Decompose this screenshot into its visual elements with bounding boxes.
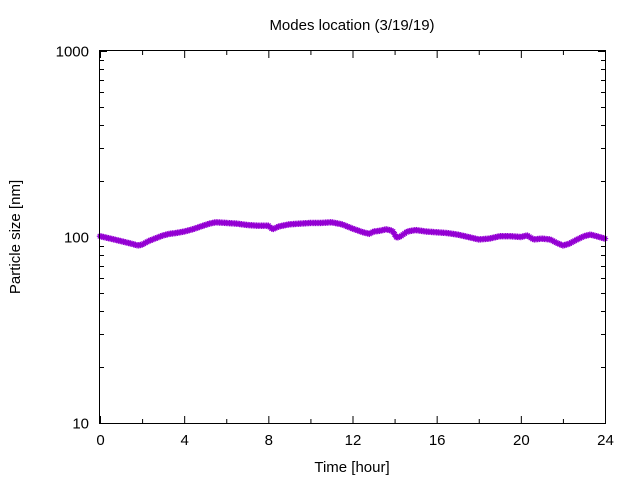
y-tick-label: 1000 <box>56 44 89 61</box>
plot-frame <box>99 50 606 424</box>
axis-ticks: 0 4 8 12 16 20 24 10 100 1000 <box>56 44 614 450</box>
x-tick-label: 16 <box>429 432 446 449</box>
y-axis-label: Particle size [nm] <box>7 180 24 294</box>
x-tick-label: 8 <box>265 432 273 449</box>
series-layer <box>96 219 609 249</box>
y-tick-label: 100 <box>64 230 89 247</box>
x-tick-label: 24 <box>597 432 614 449</box>
y-tick-label: 10 <box>72 416 89 433</box>
x-tick-label: 0 <box>96 432 104 449</box>
x-tick-label: 20 <box>513 432 530 449</box>
x-tick-label: 4 <box>180 432 188 449</box>
x-tick-label: 12 <box>345 432 362 449</box>
x-axis-label: Time [hour] <box>314 459 389 476</box>
chart-title: Modes location (3/19/19) <box>269 17 434 34</box>
